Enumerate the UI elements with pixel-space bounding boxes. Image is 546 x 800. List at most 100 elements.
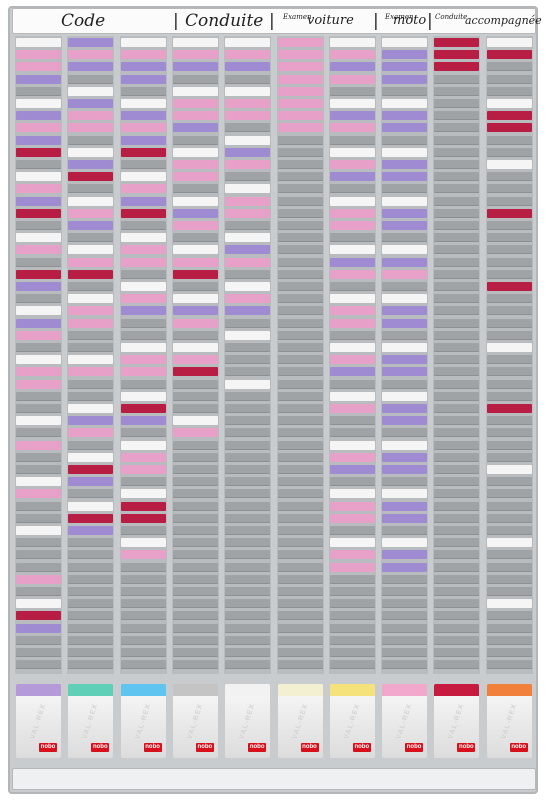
card-slot[interactable] (277, 343, 323, 352)
card-slot[interactable] (172, 208, 218, 218)
card-slot[interactable] (225, 50, 271, 60)
card-slot[interactable] (68, 562, 114, 572)
card-slot[interactable] (277, 160, 323, 169)
card-slot[interactable] (434, 623, 480, 633)
card-slot[interactable] (225, 294, 271, 304)
card-slot[interactable] (486, 501, 532, 511)
card-slot[interactable] (486, 355, 532, 365)
card-slot[interactable] (486, 538, 532, 548)
card-slot[interactable] (68, 648, 114, 657)
card-slot[interactable] (382, 245, 428, 255)
card-slot[interactable] (16, 550, 61, 560)
card-slot[interactable] (120, 404, 166, 413)
card-slot[interactable] (225, 269, 271, 279)
card-slot[interactable] (486, 611, 532, 621)
card-slot[interactable] (434, 294, 480, 304)
card-slot[interactable] (277, 245, 323, 255)
card-slot[interactable] (172, 294, 218, 304)
card-slot[interactable] (172, 391, 218, 401)
card-slot[interactable] (486, 38, 532, 47)
card-slot[interactable] (434, 135, 480, 145)
card-slot[interactable] (486, 404, 532, 413)
card-slot[interactable] (16, 306, 61, 316)
card-slot[interactable] (329, 538, 375, 548)
card-slot[interactable] (382, 208, 428, 218)
card-slot[interactable] (277, 648, 323, 657)
card-slot[interactable] (329, 379, 375, 389)
card-slot[interactable] (329, 587, 375, 596)
card-slot[interactable] (382, 294, 428, 304)
card-slot[interactable] (434, 355, 480, 365)
card-slot[interactable] (172, 452, 218, 462)
card-slot[interactable] (68, 440, 114, 450)
card-slot[interactable] (434, 538, 480, 548)
card-slot[interactable] (16, 452, 61, 462)
card-slot[interactable] (172, 611, 218, 621)
card-slot[interactable] (172, 282, 218, 291)
card-slot[interactable] (329, 221, 375, 230)
card-slot[interactable] (434, 123, 480, 133)
card-slot[interactable] (120, 355, 166, 365)
card-slot[interactable] (68, 147, 114, 157)
card-slot[interactable] (434, 172, 480, 182)
card-slot[interactable] (225, 526, 271, 535)
card-slot[interactable] (68, 501, 114, 511)
card-slot[interactable] (277, 599, 323, 609)
card-slot[interactable] (277, 184, 323, 194)
card-slot[interactable] (120, 513, 166, 523)
card-slot[interactable] (68, 257, 114, 267)
card-slot[interactable] (172, 562, 218, 572)
card-slot[interactable] (120, 99, 166, 108)
card-slot[interactable] (172, 269, 218, 279)
card-slot[interactable] (434, 184, 480, 194)
card-slot[interactable] (68, 465, 114, 474)
card-slot[interactable] (16, 526, 61, 535)
card-slot[interactable] (120, 343, 166, 352)
card-slot[interactable] (120, 452, 166, 462)
card-slot[interactable] (382, 465, 428, 474)
card-slot[interactable] (486, 172, 532, 182)
card-slot[interactable] (486, 343, 532, 352)
card-slot[interactable] (434, 196, 480, 206)
card-slot[interactable] (486, 282, 532, 291)
card-slot[interactable] (277, 50, 323, 60)
card-slot[interactable] (277, 282, 323, 291)
card-slot[interactable] (16, 391, 61, 401)
card-slot[interactable] (120, 477, 166, 487)
card-slot[interactable] (434, 111, 480, 121)
card-slot[interactable] (434, 562, 480, 572)
card-slot[interactable] (486, 635, 532, 645)
card-slot[interactable] (329, 245, 375, 255)
card-slot[interactable] (382, 38, 428, 47)
card-slot[interactable] (225, 123, 271, 133)
card-slot[interactable] (68, 123, 114, 133)
card-slot[interactable] (16, 562, 61, 572)
card-slot[interactable] (382, 660, 428, 670)
card-slot[interactable] (16, 538, 61, 548)
card-slot[interactable] (486, 74, 532, 84)
card-slot[interactable] (120, 318, 166, 328)
card-slot[interactable] (225, 86, 271, 96)
card-slot[interactable] (68, 318, 114, 328)
card-slot[interactable] (277, 550, 323, 560)
card-slot[interactable] (382, 99, 428, 108)
card-slot[interactable] (16, 501, 61, 511)
card-slot[interactable] (329, 269, 375, 279)
card-slot[interactable] (225, 147, 271, 157)
card-slot[interactable] (434, 477, 480, 487)
card-slot[interactable] (434, 550, 480, 560)
card-slot[interactable] (16, 367, 61, 377)
card-pocket-3[interactable]: VAL-REX nobo (120, 684, 166, 758)
card-slot[interactable] (16, 477, 61, 487)
card-slot[interactable] (434, 74, 480, 84)
card-slot[interactable] (120, 233, 166, 243)
card-slot[interactable] (329, 147, 375, 157)
card-slot[interactable] (68, 208, 114, 218)
card-slot[interactable] (434, 208, 480, 218)
card-slot[interactable] (382, 452, 428, 462)
card-slot[interactable] (225, 343, 271, 352)
card-slot[interactable] (486, 257, 532, 267)
card-slot[interactable] (68, 599, 114, 609)
card-slot[interactable] (277, 367, 323, 377)
card-slot[interactable] (225, 135, 271, 145)
